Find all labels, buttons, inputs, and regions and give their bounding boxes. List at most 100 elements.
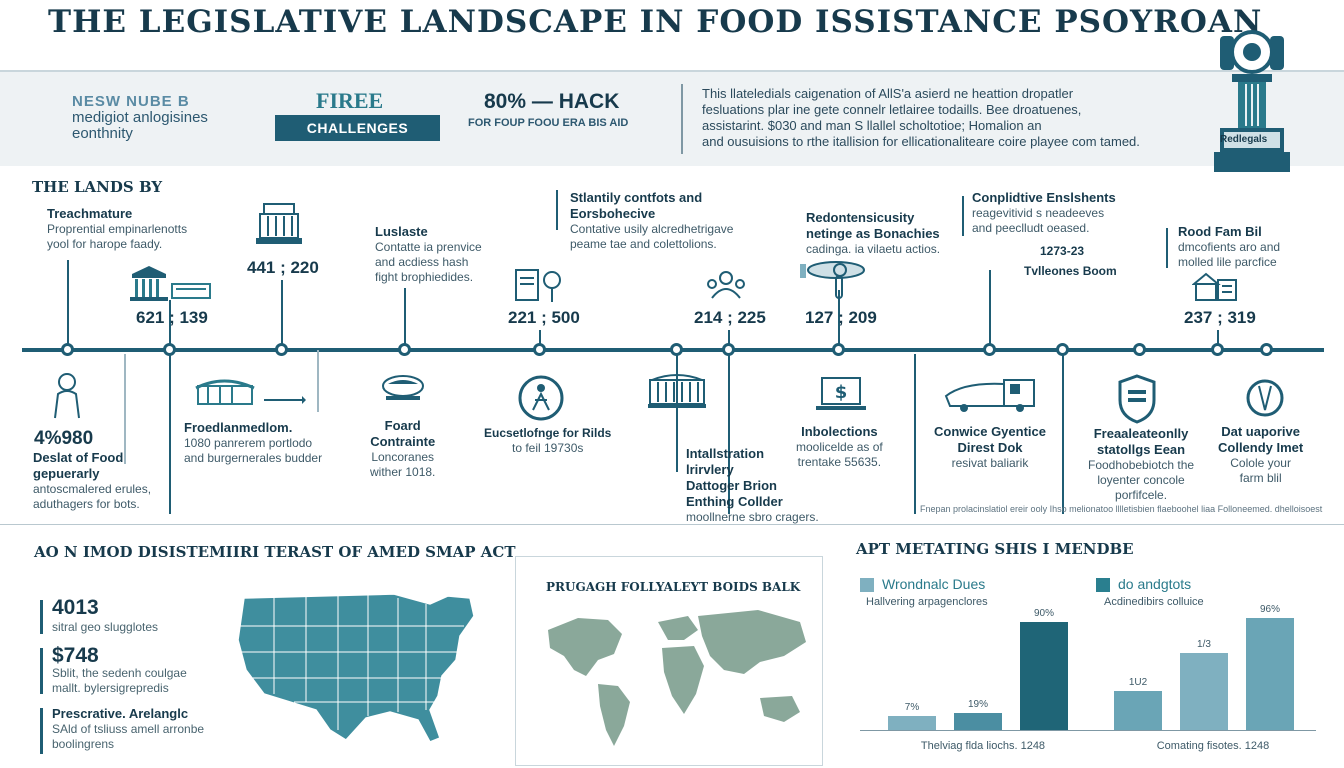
timeline-connector xyxy=(1217,330,1219,348)
timeline-event: Conplidtive Enslshents reagevitivid s ne… xyxy=(972,190,1116,236)
timeline-marker[interactable] xyxy=(983,343,996,356)
stat-caption-line: Sblit, the sedenh coulgae xyxy=(52,666,187,680)
banner-intro-text: NESW NUBE B medigiot anlogisines eonthni… xyxy=(72,94,208,142)
svg-text:$: $ xyxy=(835,382,848,403)
stat-caption: Sblit, the sedenh coulgae mallt. bylersi… xyxy=(52,666,187,696)
timeline-connector xyxy=(962,196,964,236)
banner-desc-line3: assistarint. $030 and man S llallel scho… xyxy=(702,118,1042,133)
event-title: Stlantily contfots and xyxy=(570,190,703,205)
timeline-marker[interactable] xyxy=(670,343,683,356)
timeline-marker[interactable] xyxy=(1260,343,1273,356)
timeline-connector xyxy=(169,354,171,514)
world-map-heading: PRUGAGH FOLLYALEYT BOIDS BALK xyxy=(546,580,801,594)
timeline-marker[interactable] xyxy=(163,343,176,356)
chart-baseline xyxy=(860,730,1316,731)
event-text: and peeclludt oeased. xyxy=(972,221,1090,235)
chart-bar xyxy=(1180,653,1228,730)
timeline-connector xyxy=(728,330,730,348)
timeline-event: Conwice Gyentice Direst Dok resivat bali… xyxy=(934,424,1046,471)
timeline-marker[interactable] xyxy=(398,343,411,356)
legend-swatch xyxy=(1096,578,1110,592)
timeline-event: Foard Contrainte Loncoranes wither 1018. xyxy=(370,418,435,480)
event-title: Conwice Gyentice xyxy=(934,424,1046,439)
event-stat: 4%980 xyxy=(34,428,94,449)
challenges-button[interactable]: CHALLENGES xyxy=(275,115,440,141)
chart-bar xyxy=(1020,622,1068,730)
timeline-connector xyxy=(556,190,558,230)
person-icon xyxy=(52,372,82,422)
event-text: yool for harope faady. xyxy=(47,237,163,251)
timeline-marker[interactable] xyxy=(832,343,845,356)
event-text: Colole your xyxy=(1230,456,1291,470)
timeline-marker[interactable] xyxy=(275,343,288,356)
event-title: Contrainte xyxy=(370,434,436,449)
banner-intro-line1: NESW NUBE B xyxy=(72,93,190,110)
event-title: Redontensicusity xyxy=(806,210,915,225)
event-text: molled lile parcfice xyxy=(1178,255,1277,269)
event-text: moollnerne sbro cragers. xyxy=(686,510,819,524)
timeline-event: Inbolections moolicelde as of trentake 5… xyxy=(796,424,883,470)
timeline-event: Redontensicusity netinge as Bonachies ca… xyxy=(806,210,940,257)
stat-value: 4013 xyxy=(52,596,99,619)
timeline-connector xyxy=(1062,354,1064,514)
legend-label: do andgtots xyxy=(1118,576,1192,592)
event-text: resivat baliarik xyxy=(951,456,1029,470)
event-title: Eucsetlofnge for Rilds xyxy=(484,426,612,440)
event-text: cadinga. ia vilaetu actios. xyxy=(806,242,941,256)
event-text: Contatte ia prenvice xyxy=(375,240,482,254)
compass-person-icon xyxy=(516,374,566,422)
event-text: to feil 19730s xyxy=(511,441,584,455)
event-text: fight brophiedides. xyxy=(375,270,474,284)
columns-building-icon xyxy=(648,372,706,410)
legend-sub: Acdinedibirs colluice xyxy=(1104,596,1204,608)
percent-headline: 80% — HACK xyxy=(484,90,620,113)
banner-desc-line2: fesluations plar ine gete connelr letlai… xyxy=(702,102,1082,117)
timeline-heading: THE LANDS BY xyxy=(32,178,163,196)
stat-value: Prescrative. Arelanglc xyxy=(52,706,189,721)
timeline-event: Eucsetlofnge for Rilds to feil 19730s xyxy=(484,426,611,456)
timeline-marker[interactable] xyxy=(1056,343,1069,356)
bar-chart: 7% 19% 90% 1U2 1/3 96% xyxy=(860,600,1316,730)
timeline-event: Intallstration lrirvlery Dattoger Brion … xyxy=(686,446,819,525)
timeline-connector xyxy=(67,260,69,348)
banner-intro-line3: eonthnity xyxy=(72,125,133,142)
timeline-marker[interactable] xyxy=(722,343,735,356)
courthouse-icon xyxy=(130,266,212,302)
key-icon xyxy=(800,260,876,302)
timeline-connector xyxy=(169,300,171,348)
event-title: gepuerarly xyxy=(33,466,100,481)
group-label: Comating fisotes. 1248 xyxy=(1156,740,1270,752)
stat-value: $748 xyxy=(52,644,99,667)
event-text: Proprential empinarlenotts xyxy=(47,222,188,236)
fire-label: FIREE xyxy=(316,88,384,113)
timeline-event: Dat uaporive Collendy Imet Colole your f… xyxy=(1218,424,1303,486)
intro-banner xyxy=(0,70,1344,166)
event-text: 1080 panrerem portlodo xyxy=(184,436,313,450)
us-section-heading: AO N IMOD DISISTEMIIRI TERAST OF AMED SM… xyxy=(34,543,516,561)
timeline-marker[interactable] xyxy=(1211,343,1224,356)
timeline-connector xyxy=(676,354,678,472)
bar-value-label: 1/3 xyxy=(1197,639,1211,650)
event-tag: 1273-23 xyxy=(1040,244,1085,258)
event-title: Conplidtive Enslshents xyxy=(972,190,1116,205)
timeline-footnote: Fnepan prolacinslatiol ereir ooly Ihso m… xyxy=(920,504,1323,514)
us-map-icon xyxy=(234,590,482,748)
capitol-building-icon xyxy=(254,202,304,250)
timeline-marker[interactable] xyxy=(61,343,74,356)
event-text: trentake 55635. xyxy=(797,455,882,469)
event-title: Rood Fam Bil xyxy=(1178,224,1262,239)
section-divider xyxy=(0,524,1344,525)
event-title: Freaaleateonlly xyxy=(1093,426,1189,441)
timeline-connector xyxy=(914,354,916,514)
timeline-connector xyxy=(728,354,730,514)
timeline-marker[interactable] xyxy=(1133,343,1146,356)
timeline-marker[interactable] xyxy=(533,343,546,356)
event-text: antoscmalered erules, xyxy=(33,482,152,496)
event-title: Dattoger Brion xyxy=(686,478,777,493)
delivery-truck-icon xyxy=(944,374,1040,414)
banner-desc-line4: and ousuisions to rthe itallision for el… xyxy=(702,134,1140,149)
event-text: Loncoranes xyxy=(371,450,435,464)
timeline-event: Treachmature Proprential empinarlenotts … xyxy=(47,206,187,252)
stat-caption-line: boolingrens xyxy=(52,737,115,751)
event-text: wither 1018. xyxy=(370,465,436,479)
